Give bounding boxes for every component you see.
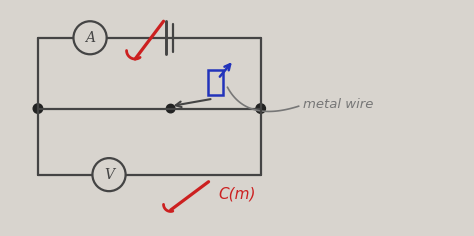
Text: A: A bbox=[85, 31, 95, 45]
Text: metal wire: metal wire bbox=[303, 98, 374, 111]
Circle shape bbox=[166, 104, 175, 113]
Bar bbox=[208, 70, 223, 95]
Circle shape bbox=[33, 104, 43, 113]
Text: V: V bbox=[104, 168, 114, 182]
Text: C(m): C(m) bbox=[218, 187, 255, 202]
Circle shape bbox=[256, 104, 265, 113]
